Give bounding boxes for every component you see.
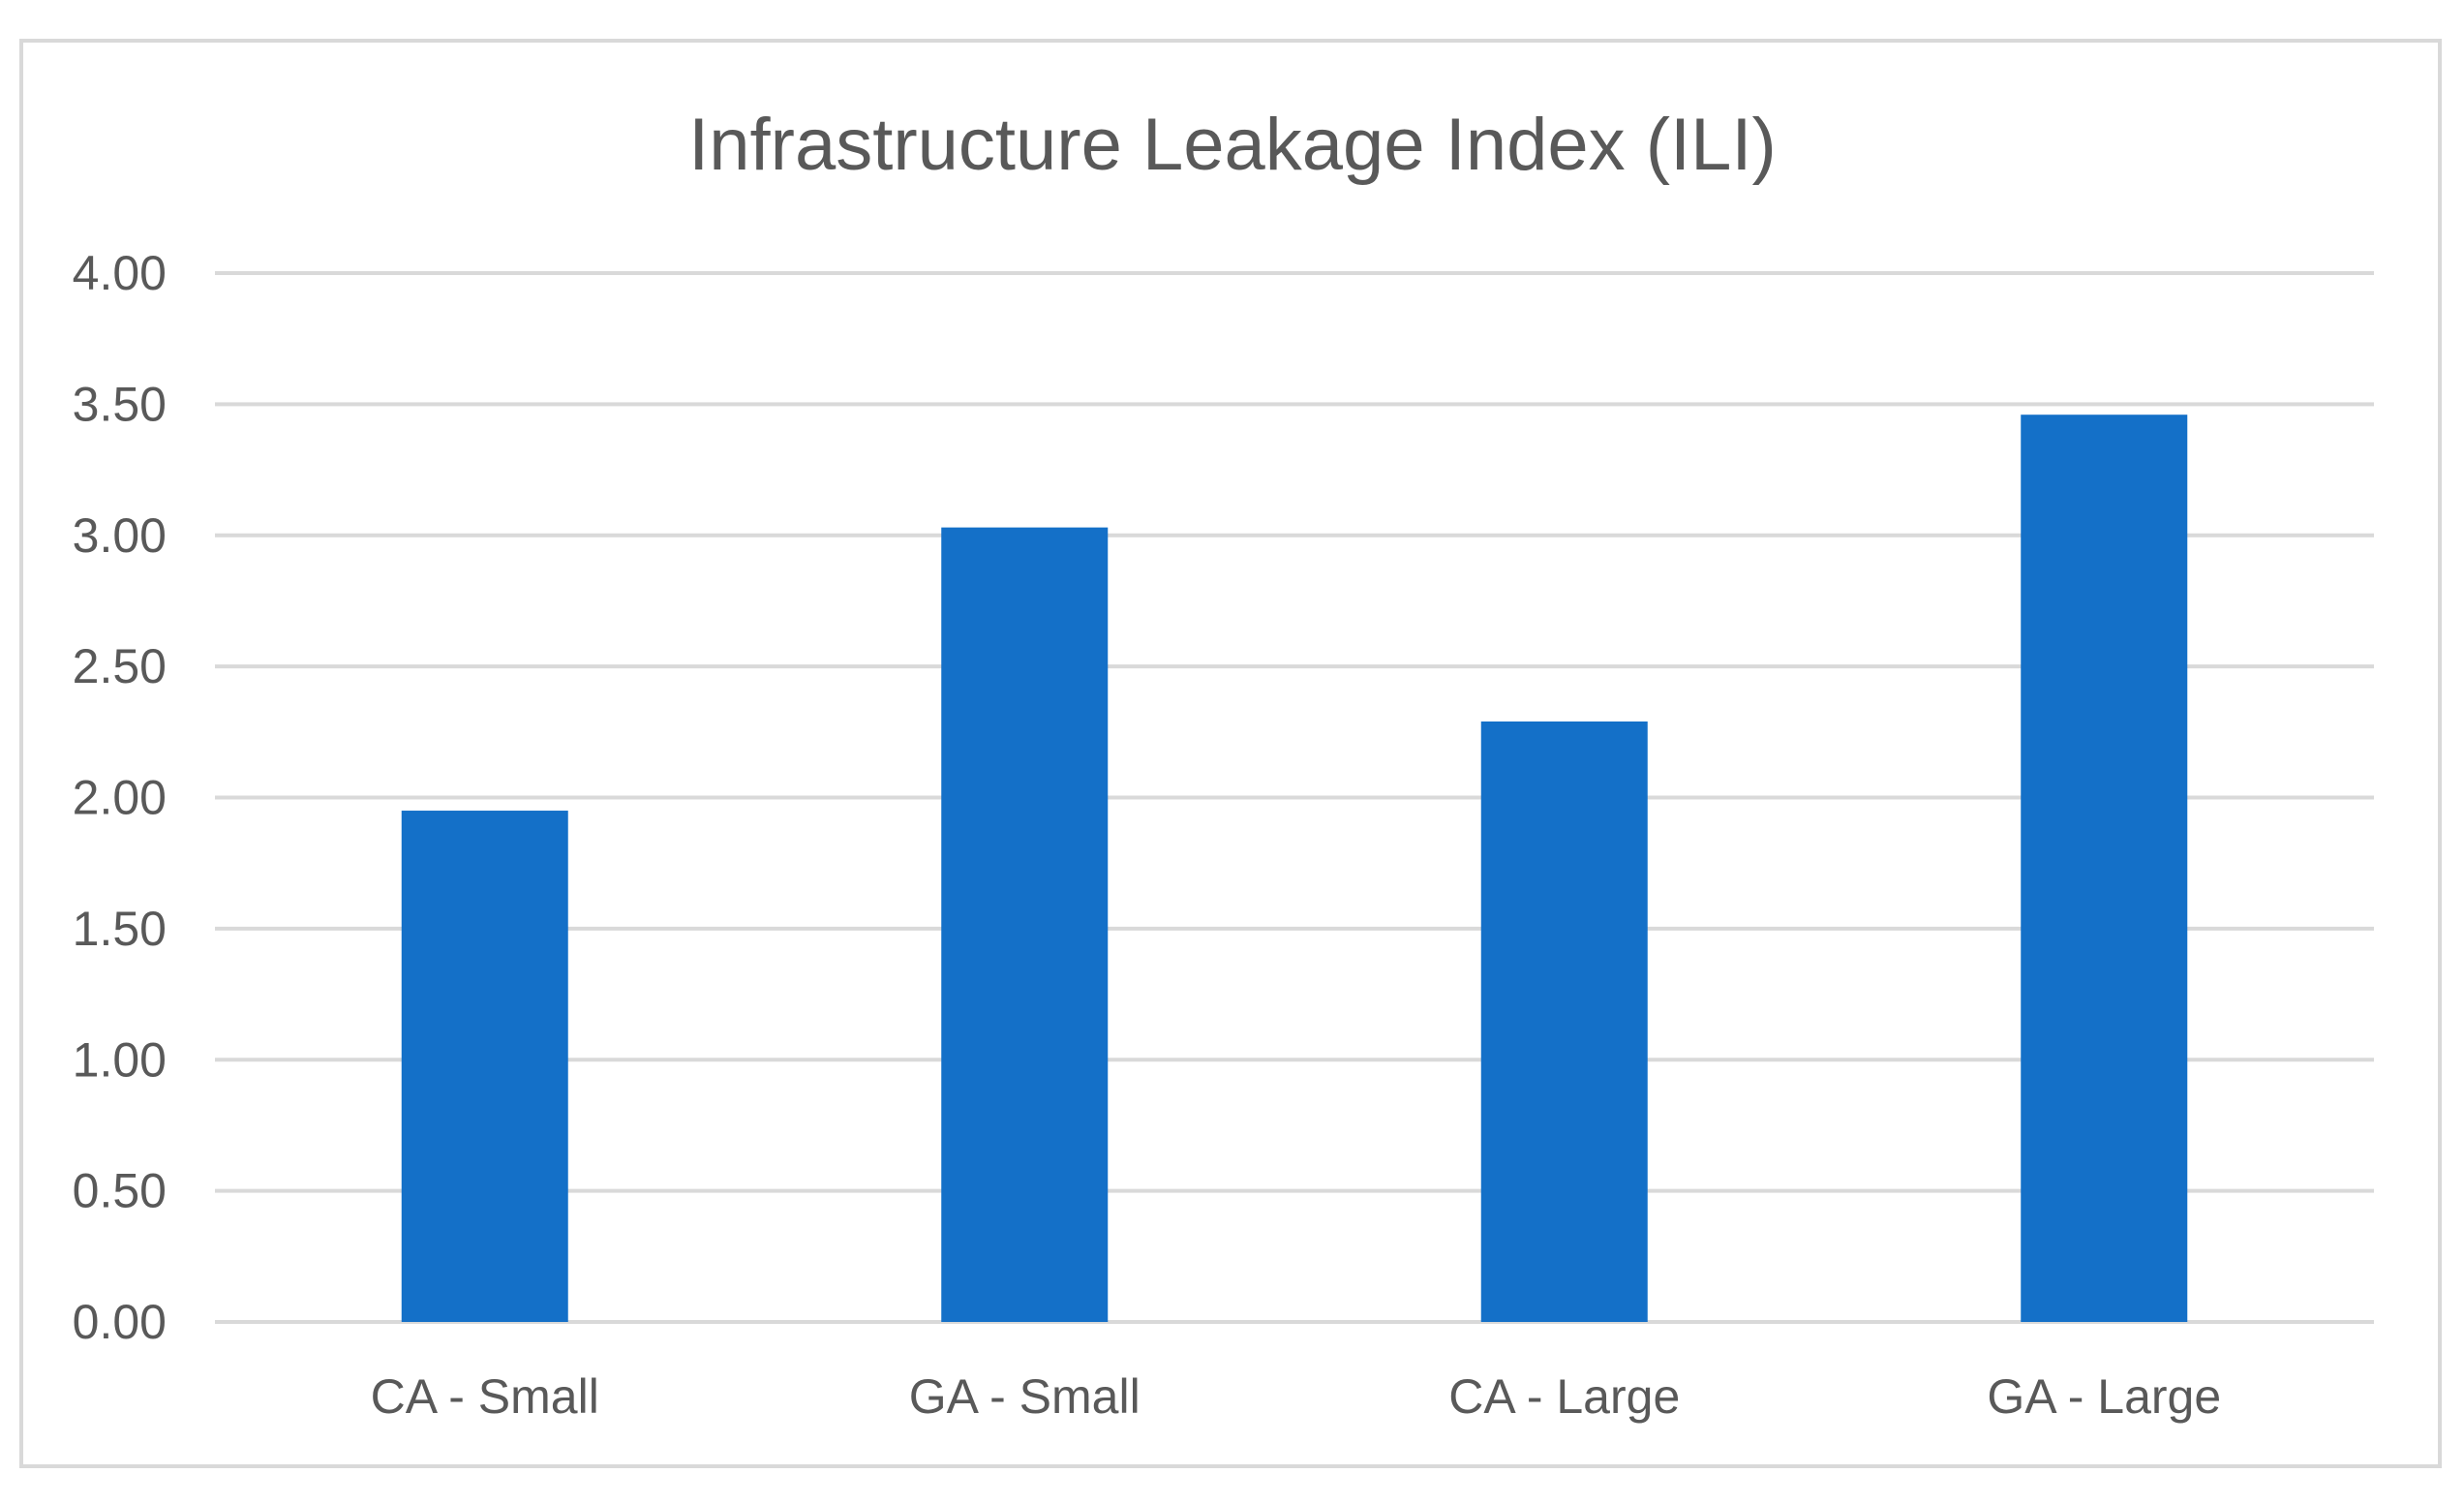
bar — [1480, 721, 1648, 1322]
gridlines — [215, 271, 2374, 1324]
x-axis-category-labels: CA - Small GA - Small CA - Large GA - Large — [371, 1369, 2221, 1424]
x-category-label: CA - Large — [1448, 1369, 1680, 1424]
y-tick-label: 2.50 — [73, 639, 167, 693]
bars — [401, 415, 2188, 1323]
x-category-label: GA - Small — [909, 1369, 1141, 1424]
x-category-label: GA - Large — [1987, 1369, 2221, 1424]
y-tick-label: 3.00 — [73, 508, 167, 563]
bar — [2021, 415, 2188, 1323]
bar — [401, 811, 568, 1322]
y-tick-label: 0.00 — [73, 1295, 167, 1349]
y-tick-label: 3.50 — [73, 377, 167, 431]
y-tick-label: 1.00 — [73, 1032, 167, 1087]
y-tick-label: 0.50 — [73, 1164, 167, 1218]
x-category-label: CA - Small — [371, 1369, 599, 1424]
y-tick-label: 1.50 — [73, 902, 167, 956]
y-axis-tick-labels: 0.00 0.50 1.00 1.50 2.00 2.50 3.00 3.50 4.00 — [73, 246, 167, 1349]
y-tick-label: 4.00 — [73, 246, 167, 300]
chart-title: Infrastructure Leakage Index (ILI) — [688, 104, 1777, 186]
y-tick-label: 2.00 — [73, 771, 167, 825]
bar — [941, 527, 1109, 1322]
